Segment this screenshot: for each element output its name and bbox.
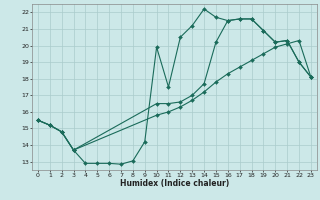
- X-axis label: Humidex (Indice chaleur): Humidex (Indice chaleur): [120, 179, 229, 188]
